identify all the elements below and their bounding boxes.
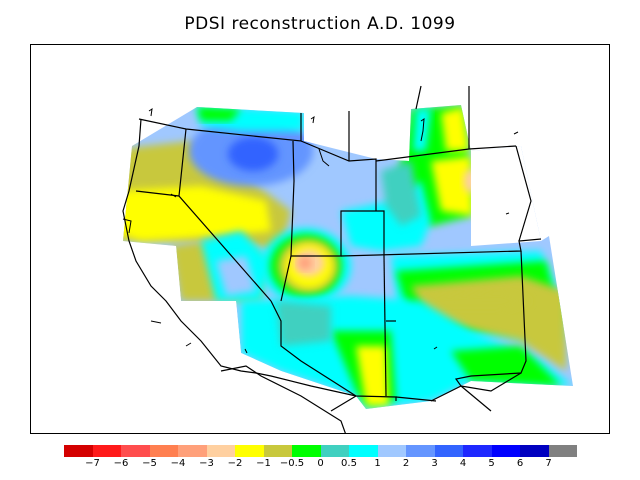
legend-swatch xyxy=(548,445,577,457)
legend-swatch xyxy=(434,445,463,457)
color-legend-labels: −7 −6 −5 −4 −3 −2 −1 −0.5 0 0.5 1 2 3 4 5 6 7 xyxy=(0,458,640,474)
legend-tick-label: 2 xyxy=(402,458,410,469)
legend-tick-label: −6 xyxy=(113,458,129,469)
state-boundaries xyxy=(122,85,542,433)
legend-tick-label: 1 xyxy=(374,458,381,469)
color-legend-bar xyxy=(64,445,577,457)
legend-swatch xyxy=(520,445,549,457)
legend-tick-label: 0.5 xyxy=(341,458,357,469)
legend-tick-label: 3 xyxy=(431,458,438,469)
legend-swatch xyxy=(292,445,321,457)
outside-grid-ne xyxy=(471,146,541,246)
map-title: PDSI reconstruction A.D. 1099 xyxy=(184,14,456,34)
legend-tick-label: 0 xyxy=(317,458,324,469)
legend-tick-label: −5 xyxy=(142,458,157,469)
legend-tick-label: 7 xyxy=(545,458,552,469)
legend-swatch xyxy=(149,445,178,457)
legend-swatch xyxy=(463,445,492,457)
legend-tick-label: −2 xyxy=(227,458,243,469)
legend-swatch xyxy=(491,445,520,457)
legend-swatch xyxy=(206,445,235,457)
legend-tick-label: −4 xyxy=(170,458,186,469)
legend-swatch xyxy=(64,445,93,457)
legend-tick-label: 4 xyxy=(459,458,467,469)
legend-tick-label: −1 xyxy=(256,458,271,469)
legend-swatch xyxy=(235,445,264,457)
lakes-islands xyxy=(122,107,519,354)
legend-swatch xyxy=(121,445,150,457)
pdsi-map xyxy=(101,85,573,433)
legend-swatch xyxy=(377,445,406,457)
legend-swatch xyxy=(406,445,435,457)
legend-swatch xyxy=(92,445,121,457)
legend-tick-label: 6 xyxy=(516,458,524,469)
legend-swatch xyxy=(178,445,207,457)
legend-tick-label: −3 xyxy=(199,458,214,469)
legend-tick-label: 5 xyxy=(488,458,495,469)
legend-swatch xyxy=(320,445,349,457)
legend-tick-label: −7 xyxy=(85,458,100,469)
legend-tick-label: −0.5 xyxy=(279,458,305,469)
map-frame xyxy=(30,44,610,434)
legend-swatch xyxy=(349,445,378,457)
legend-swatch xyxy=(263,445,292,457)
